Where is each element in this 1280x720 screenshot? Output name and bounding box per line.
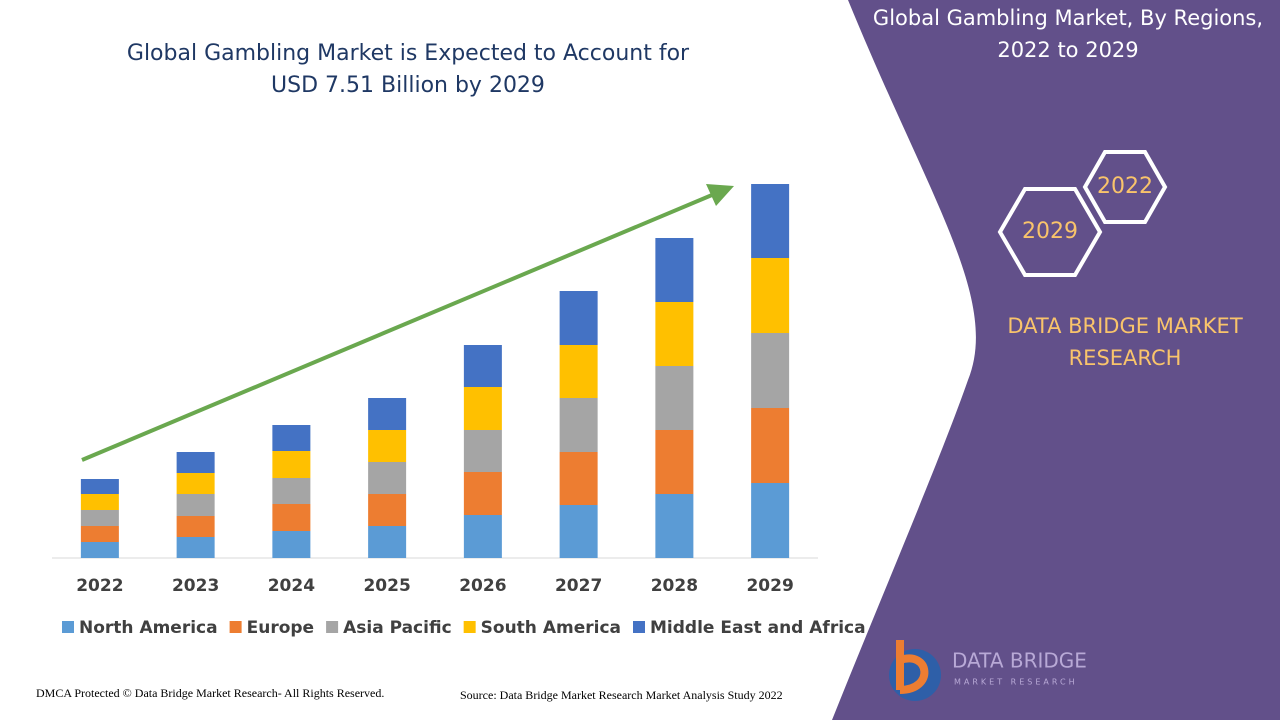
x-tick-label: 2028 (651, 576, 698, 596)
bar-segment (80, 494, 119, 510)
bar-segment (176, 452, 215, 473)
bar-segment (463, 345, 502, 387)
bar-segment (655, 366, 694, 430)
trend-arrow-head (706, 184, 734, 206)
legend-label: South America (481, 618, 621, 638)
bar-segment (272, 425, 311, 451)
x-tick-label: 2027 (555, 576, 602, 596)
bar-segment (463, 515, 502, 558)
logo-tagline: MARKET RESEARCH (954, 678, 1078, 687)
x-tick-label: 2026 (459, 576, 506, 596)
bar-segment (655, 430, 694, 494)
legend-swatch (62, 621, 74, 633)
bar-segment (176, 537, 215, 558)
bar-segment (655, 302, 694, 366)
bar-segment (80, 479, 119, 494)
legend-swatch (633, 621, 645, 633)
side-title: Global Gambling Market, By Regions, 2022… (872, 6, 1264, 62)
legend-label: Middle East and Africa (650, 618, 866, 638)
x-tick-label: 2025 (363, 576, 410, 596)
bar-segment (751, 333, 790, 408)
bar-segment (176, 516, 215, 537)
chart-title: Global Gambling Market is Expected to Ac… (126, 41, 690, 98)
bar-segment (272, 531, 311, 558)
bar-segment (368, 430, 407, 462)
logo-mark (896, 640, 929, 694)
side-panel-bg (832, 0, 1280, 720)
bar-segment (751, 258, 790, 333)
bar-segment (80, 510, 119, 526)
hex-label: 2022 (1097, 174, 1153, 199)
bar-segment (176, 473, 215, 494)
bar-segment (559, 505, 598, 558)
x-tick-label: 2024 (268, 576, 315, 596)
bar-segment (80, 526, 119, 542)
bar-segment (751, 408, 790, 483)
x-tick-label: 2022 (76, 576, 123, 596)
bar-segment (655, 494, 694, 558)
logo-name: DATA BRIDGE (952, 649, 1087, 673)
footer-left: DMCA Protected © Data Bridge Market Rese… (36, 686, 385, 700)
legend-label: North America (79, 618, 218, 638)
x-tick-label: 2023 (172, 576, 219, 596)
bar-segment (368, 494, 407, 526)
bar-segment (559, 345, 598, 398)
bar-segment (559, 398, 598, 452)
x-tick-label: 2029 (746, 576, 793, 596)
hexagon (1082, 150, 1168, 224)
bar-segment (751, 483, 790, 558)
legend-swatch (463, 621, 476, 633)
bar-segment (272, 451, 311, 478)
bar-segment (463, 472, 502, 515)
bar-segment (655, 238, 694, 302)
bar-segment (368, 526, 407, 558)
brand: DATA BRIDGE MARKET RESEARCH (1007, 314, 1243, 370)
hex-label: 2029 (1022, 219, 1078, 244)
hexagon (997, 187, 1103, 277)
legend-swatch (229, 621, 242, 633)
bar-segment (368, 398, 407, 430)
bar-segment (272, 478, 311, 504)
legend-swatch (326, 621, 339, 633)
bar-segment (368, 462, 407, 494)
bar-segment (559, 452, 598, 505)
legend-label: Europe (247, 618, 314, 638)
bar-segment (559, 291, 598, 345)
bar-segment (463, 430, 502, 472)
bar-segment (80, 542, 119, 558)
footer-right: Source: Data Bridge Market Research Mark… (460, 688, 783, 702)
legend-label: Asia Pacific (343, 618, 452, 638)
bar-segment (176, 494, 215, 516)
bar-segment (463, 387, 502, 430)
trend-arrow (81, 193, 713, 462)
bar-segment (751, 184, 790, 258)
bar-segment (272, 504, 311, 531)
